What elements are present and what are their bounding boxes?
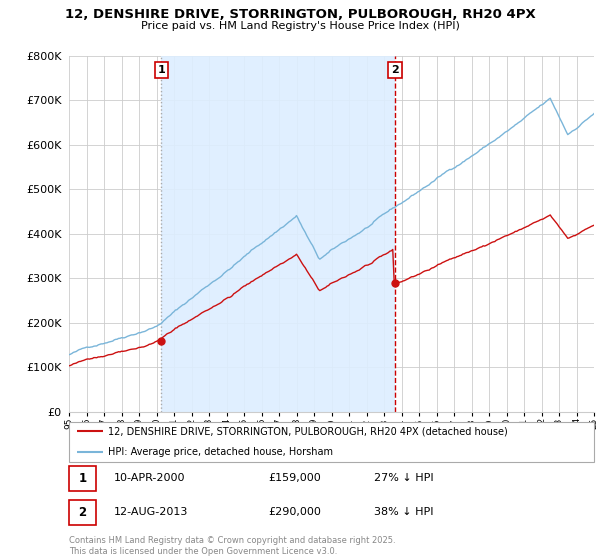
- Bar: [69, 500, 96, 525]
- Text: HPI: Average price, detached house, Horsham: HPI: Average price, detached house, Hors…: [109, 446, 334, 456]
- Bar: [69, 466, 96, 491]
- Text: 1: 1: [79, 472, 87, 485]
- Text: Contains HM Land Registry data © Crown copyright and database right 2025.
This d: Contains HM Land Registry data © Crown c…: [69, 536, 395, 556]
- Text: 2: 2: [79, 506, 87, 519]
- Text: 10-APR-2000: 10-APR-2000: [113, 473, 185, 483]
- Text: £290,000: £290,000: [269, 507, 322, 517]
- Text: 12, DENSHIRE DRIVE, STORRINGTON, PULBOROUGH, RH20 4PX: 12, DENSHIRE DRIVE, STORRINGTON, PULBORO…: [65, 8, 535, 21]
- Text: 12-AUG-2013: 12-AUG-2013: [113, 507, 188, 517]
- Text: 1: 1: [157, 65, 165, 75]
- Bar: [161, 56, 395, 412]
- Text: 38% ↓ HPI: 38% ↓ HPI: [373, 507, 433, 517]
- Text: 2: 2: [391, 65, 399, 75]
- FancyBboxPatch shape: [69, 422, 594, 462]
- Text: 27% ↓ HPI: 27% ↓ HPI: [373, 473, 433, 483]
- Text: Price paid vs. HM Land Registry's House Price Index (HPI): Price paid vs. HM Land Registry's House …: [140, 21, 460, 31]
- Text: 12, DENSHIRE DRIVE, STORRINGTON, PULBOROUGH, RH20 4PX (detached house): 12, DENSHIRE DRIVE, STORRINGTON, PULBORO…: [109, 426, 508, 436]
- Text: £159,000: £159,000: [269, 473, 321, 483]
